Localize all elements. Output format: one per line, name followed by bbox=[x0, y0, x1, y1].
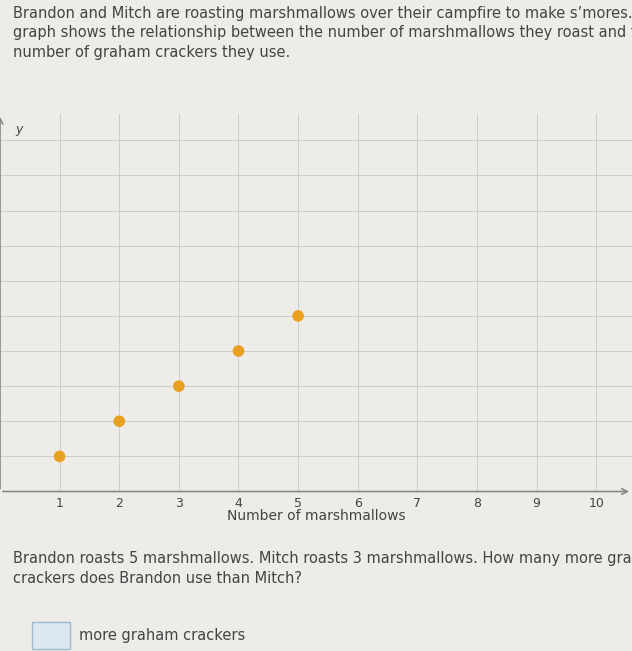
Point bbox=[114, 416, 125, 426]
Text: Brandon roasts 5 marshmallows. Mitch roasts 3 marshmallows. How many more graham: Brandon roasts 5 marshmallows. Mitch roa… bbox=[13, 551, 632, 587]
Text: Brandon and Mitch are roasting marshmallows over their campfire to make s’mores.: Brandon and Mitch are roasting marshmall… bbox=[13, 6, 632, 61]
Point bbox=[293, 311, 303, 321]
Point bbox=[233, 346, 243, 356]
Point bbox=[54, 451, 64, 462]
Point bbox=[174, 381, 184, 391]
Text: Number of marshmallows: Number of marshmallows bbox=[227, 509, 405, 523]
Text: y: y bbox=[15, 122, 22, 135]
Text: more graham crackers: more graham crackers bbox=[79, 628, 245, 643]
FancyBboxPatch shape bbox=[32, 622, 70, 649]
